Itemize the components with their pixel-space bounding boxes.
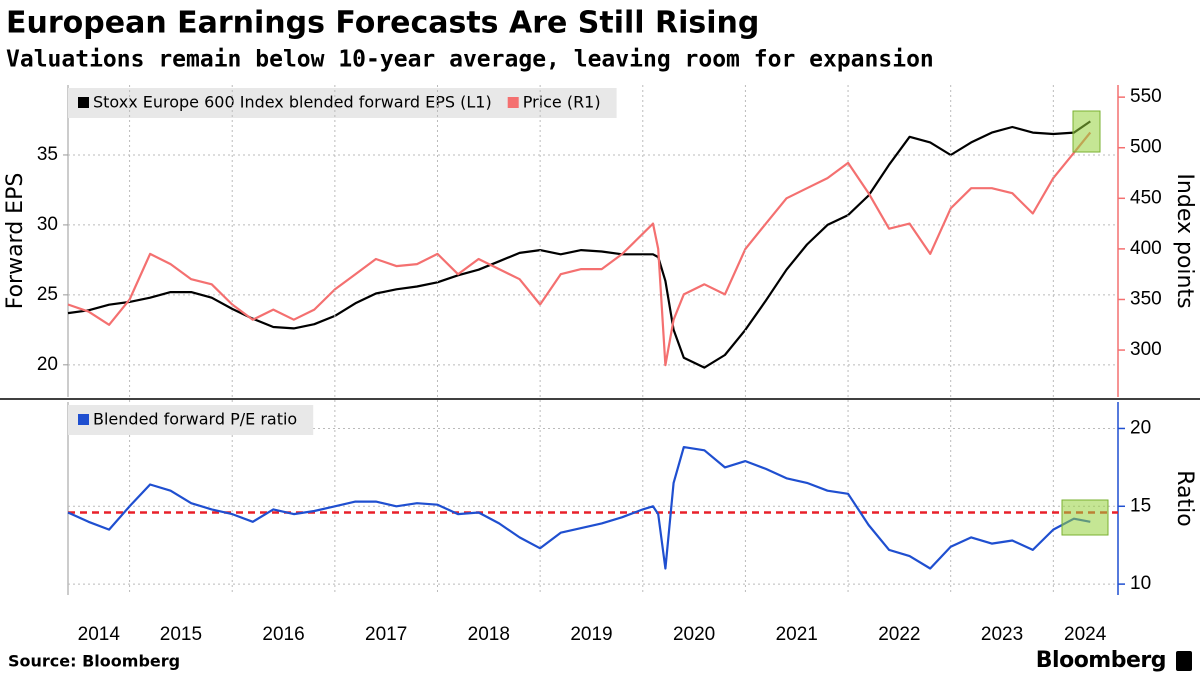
legend-swatch bbox=[78, 97, 89, 108]
y-axis-title: Forward EPS bbox=[3, 173, 28, 310]
y-axis-title: Ratio bbox=[1172, 470, 1197, 526]
legend-box bbox=[68, 88, 617, 118]
x-tick-label: 2021 bbox=[776, 624, 818, 645]
y-tick-label: 20 bbox=[37, 354, 58, 375]
y2-tick-label: 550 bbox=[1130, 86, 1162, 107]
legend-label: Stoxx Europe 600 Index blended forward E… bbox=[93, 93, 492, 112]
y2-tick-label: 400 bbox=[1130, 238, 1162, 259]
y2-axis-title: Index points bbox=[1172, 173, 1197, 308]
source: Source: Bloomberg bbox=[8, 652, 180, 671]
series-line bbox=[67, 446, 1091, 570]
series-line bbox=[67, 131, 1092, 367]
legend-label: Blended forward P/E ratio bbox=[93, 410, 297, 429]
x-tick-label: 2024 bbox=[1064, 624, 1107, 645]
x-tick-label: 2022 bbox=[878, 624, 920, 645]
brand-icon bbox=[1176, 651, 1192, 671]
highlight-box bbox=[1072, 110, 1101, 153]
x-tick-label: 2020 bbox=[673, 624, 715, 645]
y-tick-label: 30 bbox=[37, 214, 58, 235]
highlight-box bbox=[1061, 499, 1109, 536]
y-tick-label: 25 bbox=[37, 284, 58, 305]
x-tick-label: 2016 bbox=[262, 624, 304, 645]
x-tick-label: 2015 bbox=[160, 624, 202, 645]
y2-tick-label: 500 bbox=[1130, 137, 1162, 158]
x-tick-label: 2023 bbox=[981, 624, 1023, 645]
series-line bbox=[67, 120, 1091, 369]
y-tick-label: 10 bbox=[1130, 573, 1151, 594]
x-tick-label: 2014 bbox=[78, 624, 121, 645]
legend-box bbox=[68, 405, 314, 435]
plot-layer: 20 25 30 35 300 350 400 450 500 550 Forward EPS Ind… bbox=[3, 85, 1197, 645]
legend-swatch bbox=[78, 414, 89, 425]
x-tick-label: 2018 bbox=[468, 624, 510, 645]
x-tick-label: 2019 bbox=[570, 624, 612, 645]
y-tick-label: 20 bbox=[1130, 417, 1151, 438]
y2-tick-label: 450 bbox=[1130, 187, 1162, 208]
brand: Bloomberg bbox=[1036, 648, 1166, 673]
x-tick-label: 2017 bbox=[365, 624, 407, 645]
chart-subtitle: Valuations remain below 10-year average,… bbox=[6, 47, 934, 73]
y2-tick-label: 350 bbox=[1130, 288, 1162, 309]
y-tick-label: 35 bbox=[37, 144, 58, 165]
legend-label: Price (R1) bbox=[523, 93, 601, 112]
chart-title: European Earnings Forecasts Are Still Ri… bbox=[6, 6, 759, 41]
y-tick-label: 15 bbox=[1130, 495, 1151, 516]
y2-tick-label: 300 bbox=[1130, 339, 1162, 360]
legend-swatch bbox=[507, 97, 519, 108]
